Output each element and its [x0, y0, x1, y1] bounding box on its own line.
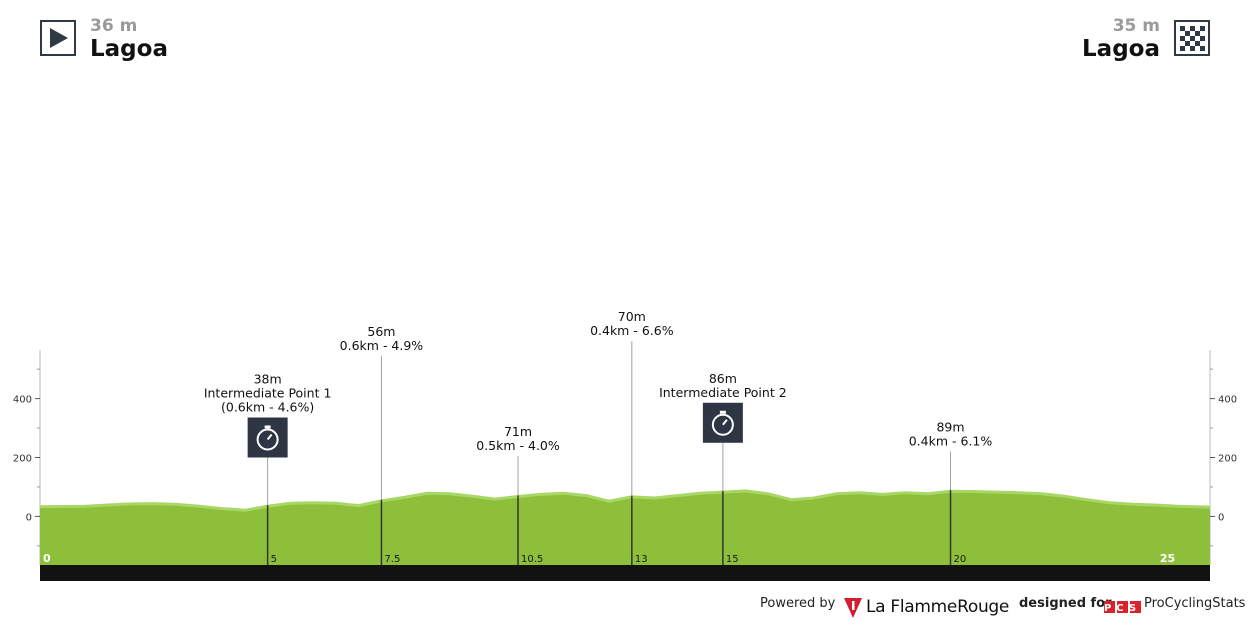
x-tick-label: 7.5: [384, 554, 400, 565]
procyclingstats-link[interactable]: ProCyclingStats: [1144, 596, 1246, 611]
marker-label: 56m: [367, 324, 395, 339]
start-altitude: 36 m: [90, 16, 138, 36]
stopwatch-icon-hand: [722, 419, 728, 426]
stopwatch-icon-crown: [719, 410, 726, 414]
stopwatch-icon-face: [711, 413, 734, 436]
marker-label: (0.6km - 4.6%): [221, 400, 314, 415]
marker-label: 70m: [618, 309, 646, 324]
marker-label: 0.6km - 4.9%: [340, 338, 424, 353]
la-flamme-rouge-logo-icon: [844, 598, 862, 618]
base-strip: [40, 565, 1210, 581]
x-tick-label: 15: [726, 554, 739, 565]
finish-name: Lagoa: [1082, 36, 1160, 62]
profile-edge: [39, 489, 1211, 512]
la-flamme-rouge-logo[interactable]: La FlammeRouge: [866, 597, 1010, 617]
stopwatch-icon: [247, 417, 288, 458]
y-tick-label-left: 200: [13, 454, 32, 465]
y-tick-label-right: 0: [1218, 512, 1224, 523]
x-tick-label: 20: [954, 554, 967, 565]
marker-label: 0.5km - 4.0%: [476, 438, 560, 453]
stopwatch-icon-face: [256, 428, 279, 451]
stopwatch-icon-crown: [264, 425, 271, 429]
designed-for-label: designed for: [1019, 596, 1112, 611]
pcs-logo-icon: PCS: [1104, 601, 1141, 613]
profile-area: [40, 489, 1210, 565]
stopwatch-icon: [702, 402, 743, 443]
y-tick-label-left: 0: [26, 512, 32, 523]
y-tick-label-right: 400: [1218, 395, 1237, 406]
marker-label: Intermediate Point 2: [659, 385, 787, 400]
x-tick-label: 13: [635, 554, 648, 565]
marker-label: Intermediate Point 1: [204, 386, 332, 401]
marker-label: 89m: [936, 420, 964, 435]
play-icon: [40, 20, 76, 56]
x-tick-label: 5: [271, 554, 277, 565]
checkered-flag-icon: [1174, 20, 1210, 56]
marker-label: 38m: [254, 372, 282, 387]
y-tick-label-left: 400: [13, 395, 32, 406]
start-name: Lagoa: [90, 36, 168, 62]
marker-label: 0.4km - 6.6%: [590, 323, 674, 338]
x-tick-label: 25: [1160, 552, 1175, 565]
marker-label: 86m: [709, 371, 737, 386]
x-tick-label: 0: [43, 552, 51, 565]
finish-altitude: 35 m: [1112, 16, 1160, 36]
pcs-badge: PCS: [1104, 603, 1141, 613]
y-tick-label-right: 200: [1218, 454, 1237, 465]
marker-label: 71m: [504, 424, 532, 439]
x-tick-label: 10.5: [521, 554, 543, 565]
stopwatch-icon-hand: [266, 433, 273, 441]
marker-label: 0.4km - 6.1%: [909, 434, 993, 449]
powered-by-label: Powered by: [760, 596, 836, 611]
